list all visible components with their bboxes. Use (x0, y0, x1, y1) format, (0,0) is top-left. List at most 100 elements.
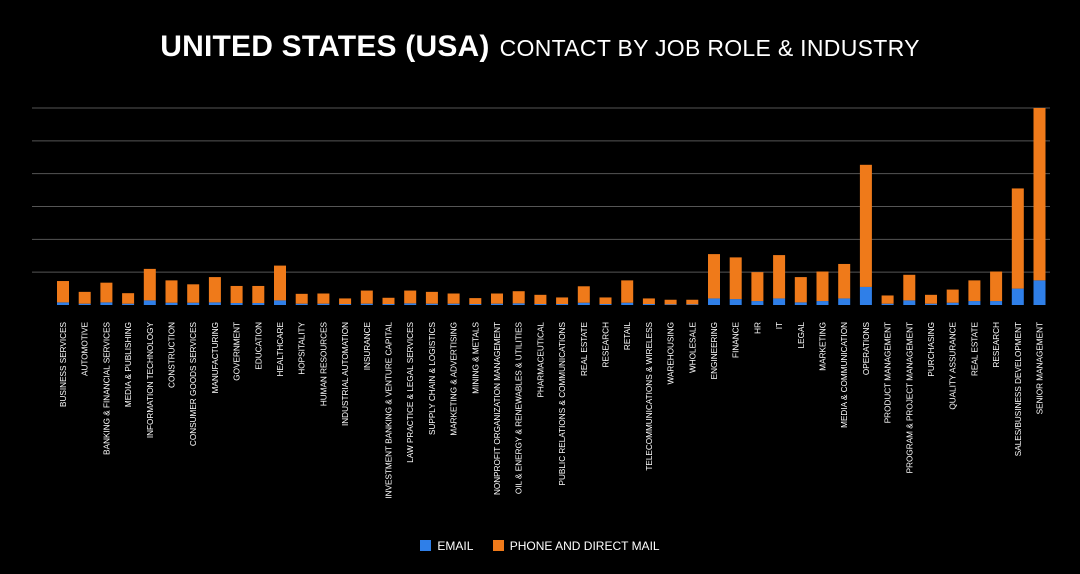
x-tick-label: QUALITY ASSURANCE (949, 321, 958, 409)
bar-email (208, 302, 221, 305)
bar-email (577, 302, 590, 305)
bar-phone-direct-mail (881, 295, 894, 304)
x-tick-label: WAREHOUSING (667, 322, 676, 384)
bar-email (360, 303, 373, 305)
x-tick-label: RESEARCH (992, 322, 1001, 368)
bar-email (252, 303, 265, 305)
bar-email (794, 302, 807, 305)
x-tick-label: MARKETING (819, 322, 828, 371)
bar-phone-direct-mail (859, 164, 872, 287)
bar-phone-direct-mail (187, 284, 200, 303)
bar-phone-direct-mail (729, 257, 742, 300)
bar-phone-direct-mail (143, 268, 156, 301)
legend-item-phone: PHONE AND DIRECT MAIL (492, 538, 660, 553)
x-tick-label: CONSTRUCTION (168, 322, 177, 388)
bar-email (859, 286, 872, 305)
bar-email (708, 298, 720, 305)
bar-email (621, 302, 634, 305)
bar-phone-direct-mail (382, 297, 395, 305)
bar-phone-direct-mail (469, 298, 482, 305)
bar-email (534, 304, 547, 305)
bar-email (100, 302, 113, 305)
bar-phone-direct-mail (78, 291, 91, 304)
bar-phone-direct-mail (946, 289, 959, 303)
bar-email (816, 301, 829, 305)
legend-label-phone: PHONE AND DIRECT MAIL (509, 538, 660, 553)
bar-phone-direct-mail (794, 277, 807, 303)
x-tick-label: BUSINESS SERVICES (59, 321, 68, 406)
bar-phone-direct-mail (165, 280, 178, 303)
bar-email (881, 303, 894, 305)
bar-phone-direct-mail (57, 281, 69, 303)
bar-phone-direct-mail (686, 299, 699, 305)
x-axis-tick-labels: BUSINESS SERVICES AUTOMOTIVE BANKING & FIN… (59, 321, 1045, 498)
bar-email (57, 302, 69, 305)
x-tick-label: AUTOMOTIVE (81, 321, 90, 376)
bar-phone-direct-mail (404, 290, 417, 304)
x-tick-label: OPERATIONS (862, 321, 871, 375)
x-tick-label: SENIOR MANAGEMENT (1036, 322, 1045, 414)
x-tick-label: MEDIA & PUBLISHING (124, 322, 133, 407)
x-tick-label: INVESTMENT BANKING & VENTURE CAPITAL (385, 322, 394, 499)
chart-title-subtitle: CONTACT BY JOB ROLE & INDUSTRY (499, 35, 920, 61)
legend: EMAIL PHONE AND DIRECT MAIL (0, 538, 1080, 553)
bar-phone-direct-mail (816, 271, 829, 302)
x-tick-label: IT (775, 322, 784, 329)
bar-email (1011, 288, 1024, 305)
x-tick-label: PROGRAM & PROJECT MANAGEMENT (905, 322, 914, 473)
bar-email (903, 300, 916, 305)
bar-phone-direct-mail (925, 294, 937, 304)
bar-email (295, 303, 308, 305)
bar-phone-direct-mail (512, 291, 525, 304)
bar-phone-direct-mail (122, 293, 135, 304)
bar-email (512, 303, 525, 305)
x-tick-label: OIL & ENERGY & RENEWABLES & UTILITIES (515, 321, 524, 494)
legend-label-email: EMAIL (437, 538, 474, 553)
bar-email (469, 304, 482, 305)
bar-email (751, 301, 764, 305)
bar-phone-direct-mail (990, 271, 1003, 302)
x-tick-label: INFORMATION TECHNOLOGY (146, 321, 155, 438)
bar-series (57, 108, 1046, 305)
legend-swatch-email (420, 539, 432, 551)
x-tick-label: GOVERNMENT (233, 322, 242, 381)
x-tick-label: REAL ESTATE (580, 321, 589, 376)
x-tick-label: ENGINEERING (710, 322, 719, 379)
bar-phone-direct-mail (100, 282, 113, 303)
bar-phone-direct-mail (252, 285, 265, 304)
bar-phone-direct-mail (903, 274, 916, 301)
bar-phone-direct-mail (339, 298, 352, 305)
x-tick-label: INSURANCE (363, 321, 372, 370)
bar-phone-direct-mail (1033, 108, 1046, 281)
bar-phone-direct-mail (534, 294, 547, 305)
legend-item-email: EMAIL (420, 539, 473, 553)
bar-phone-direct-mail (664, 299, 677, 305)
chart-title: UNITED STATES (USA) CONTACT BY JOB ROLE &… (0, 30, 1080, 64)
legend-swatch-phone (492, 539, 504, 551)
bar-phone-direct-mail (491, 293, 503, 304)
x-tick-label: NONPROFIT ORGANIZATION MANAGEMENT (493, 322, 502, 495)
bar-email (78, 303, 91, 305)
bar-phone-direct-mail (1011, 188, 1024, 289)
x-tick-label: RESEARCH (602, 322, 611, 368)
x-tick-label: FINANCE (732, 321, 741, 357)
x-tick-label: MANUFACTURING (211, 322, 220, 393)
x-tick-label: PURCHASING (927, 322, 936, 377)
bar-phone-direct-mail (773, 255, 786, 299)
bar-email (599, 304, 612, 305)
bar-phone-direct-mail (708, 254, 720, 299)
x-tick-label: CONSUMER GOODS SERVICES (189, 321, 198, 446)
x-tick-label: HOPSITALITY (298, 321, 307, 374)
x-tick-label: HR (753, 322, 762, 334)
x-tick-label: WHOLESALE (688, 321, 697, 372)
x-tick-label: MINING & METALS (471, 321, 480, 393)
x-tick-label: INDUSTRIAL AUTOMATION (341, 322, 350, 426)
bar-email (729, 299, 742, 305)
bar-email (187, 302, 200, 305)
x-tick-label: HUMAN RESOURCES (319, 321, 328, 406)
x-tick-label: EDUCATION (254, 322, 263, 370)
x-tick-label: PHARMACEUTICAL (536, 322, 545, 398)
bar-phone-direct-mail (838, 263, 851, 299)
bar-email (317, 303, 330, 305)
bar-email (491, 303, 503, 305)
